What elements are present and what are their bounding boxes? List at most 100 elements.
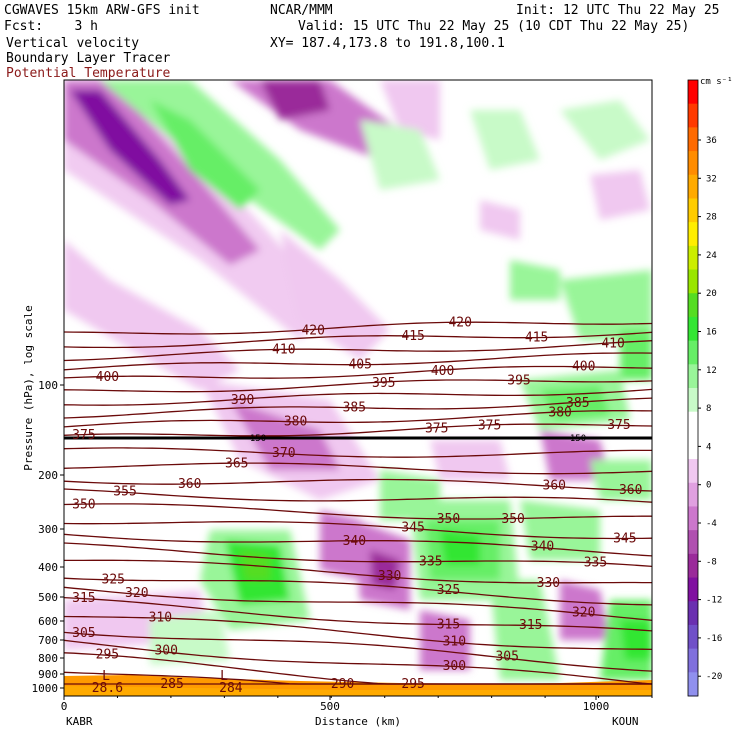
tropopause-label: 150 — [570, 434, 586, 444]
theta-label: 390 — [231, 393, 254, 408]
theta-label: 320 — [572, 605, 595, 620]
colorbar: 36 32 28 24 20 16 12 8 4 0 -4 -8 -12 -16 -20 — [687, 79, 722, 697]
colorbar-tick-label: 20 — [706, 289, 717, 299]
theta-label: 355 — [113, 485, 136, 500]
theta-label: 320 — [125, 586, 148, 601]
theta-contour — [64, 586, 652, 621]
theta-contour — [64, 423, 652, 437]
theta-label: 365 — [225, 456, 248, 471]
vertical-velocity-field: 420 415 420 415 410 410 405 400 400 400 395 395 390 3… — [64, 80, 652, 696]
theta-contour — [64, 542, 652, 568]
colorbar-swatch — [688, 672, 698, 697]
colorbar-tick-label: 28 — [706, 213, 717, 223]
plot-frame — [63, 79, 653, 697]
colorbar-swatch — [688, 340, 698, 365]
theta-label: 420 — [448, 315, 471, 330]
theta-label: 380 — [548, 406, 571, 421]
theta-label: 415 — [401, 329, 424, 344]
y-tick-label: 400 — [38, 561, 58, 574]
colorbar-swatch — [688, 506, 698, 531]
theta-label: 405 — [348, 358, 371, 373]
colorbar-tick-label: 36 — [706, 136, 717, 146]
field-vertical-velocity: Vertical velocity — [6, 36, 140, 51]
y-tick-label: 1000 — [32, 682, 59, 695]
theta-label: 375 — [72, 428, 95, 443]
theta-label: 400 — [431, 364, 454, 379]
theta-label: 410 — [601, 337, 624, 352]
y-tick-label: 200 — [38, 469, 58, 482]
theta-label: 350 — [437, 512, 460, 527]
start-station-label: KABR — [66, 715, 93, 728]
theta-contour — [64, 559, 652, 584]
x-axis-label: Distance (km) — [315, 715, 401, 728]
theta-contour — [64, 462, 652, 475]
theta-label: 400 — [572, 360, 595, 375]
potential-temperature-labels: 420 415 420 415 410 410 405 400 400 400 395 395 390 3… — [72, 315, 642, 696]
theta-contour — [64, 352, 652, 371]
x-tick-label: 0 — [61, 700, 68, 713]
theta-label: 345 — [613, 531, 636, 546]
theta-label: 335 — [419, 555, 442, 570]
colorbar-swatch — [688, 601, 698, 626]
theta-label: 284 — [219, 681, 243, 696]
colorbar-swatch — [688, 364, 698, 389]
colorbar-swatch — [688, 151, 698, 176]
theta-contour — [64, 639, 652, 685]
theta-contour — [64, 478, 652, 492]
colorbar-swatch — [688, 435, 698, 460]
theta-contour — [64, 503, 652, 520]
colorbar-tick-label: 0 — [706, 481, 711, 491]
theta-label: 325 — [437, 583, 460, 598]
colorbar-swatch — [688, 316, 698, 342]
colorbar-swatch — [688, 293, 698, 318]
field-boundary-layer-tracer: Boundary Layer Tracer — [6, 51, 171, 66]
theta-contour — [64, 488, 652, 503]
potential-temperature-contours — [64, 321, 652, 685]
colorbar-tick-label: 24 — [706, 251, 717, 261]
theta-label: 325 — [102, 573, 125, 588]
theta-label: 335 — [584, 555, 607, 570]
theta-contour — [64, 652, 652, 685]
theta-label: 315 — [437, 617, 460, 632]
theta-contour — [64, 631, 652, 672]
colorbar-tick-label: 8 — [706, 404, 711, 414]
center-label: NCAR/MMM — [270, 3, 333, 18]
theta-label: 350 — [72, 497, 95, 512]
theta-label: 420 — [301, 323, 324, 338]
colorbar-tick-label: -4 — [706, 519, 717, 529]
colorbar-swatch — [688, 624, 698, 650]
colorbar-unit: cm s⁻¹ — [700, 77, 733, 87]
theta-label: 375 — [478, 418, 501, 433]
theta-label: 300 — [443, 659, 466, 674]
x-tick-label: 1000 — [583, 700, 610, 713]
colorbar-tick-label: 12 — [706, 366, 717, 376]
colorbar-swatch — [688, 103, 698, 128]
theta-label: 360 — [619, 483, 642, 498]
theta-contour — [64, 397, 652, 419]
colorbar-tick-label: -16 — [706, 634, 722, 644]
theta-contour — [64, 533, 652, 557]
theta-label: 28.6 — [92, 681, 123, 696]
colorbar-swatch — [688, 530, 698, 555]
x-axis: 0 500 1000 — [61, 696, 653, 713]
colorbar-swatch — [688, 198, 698, 223]
colorbar-swatch — [688, 127, 698, 152]
theta-contour — [64, 331, 652, 349]
theta-label: 395 — [372, 376, 395, 391]
end-station-label: KOUN — [612, 715, 639, 728]
theta-contour — [64, 321, 652, 335]
colorbar-swatch — [688, 269, 698, 294]
theta-label: 350 — [501, 512, 524, 527]
theta-contour — [64, 615, 652, 651]
y-tick-label: 700 — [38, 634, 58, 647]
y-tick-label: 100 — [38, 379, 58, 392]
theta-contour — [64, 521, 652, 540]
colorbar-swatch — [688, 648, 698, 673]
theta-label: 315 — [519, 618, 542, 633]
init-time: Init: 12 UTC Thu 22 May 25 — [516, 3, 720, 18]
theta-label: 375 — [607, 418, 630, 433]
y-tick-label: 900 — [38, 668, 58, 681]
theta-label: 400 — [96, 370, 119, 385]
theta-label: 305 — [72, 626, 95, 641]
